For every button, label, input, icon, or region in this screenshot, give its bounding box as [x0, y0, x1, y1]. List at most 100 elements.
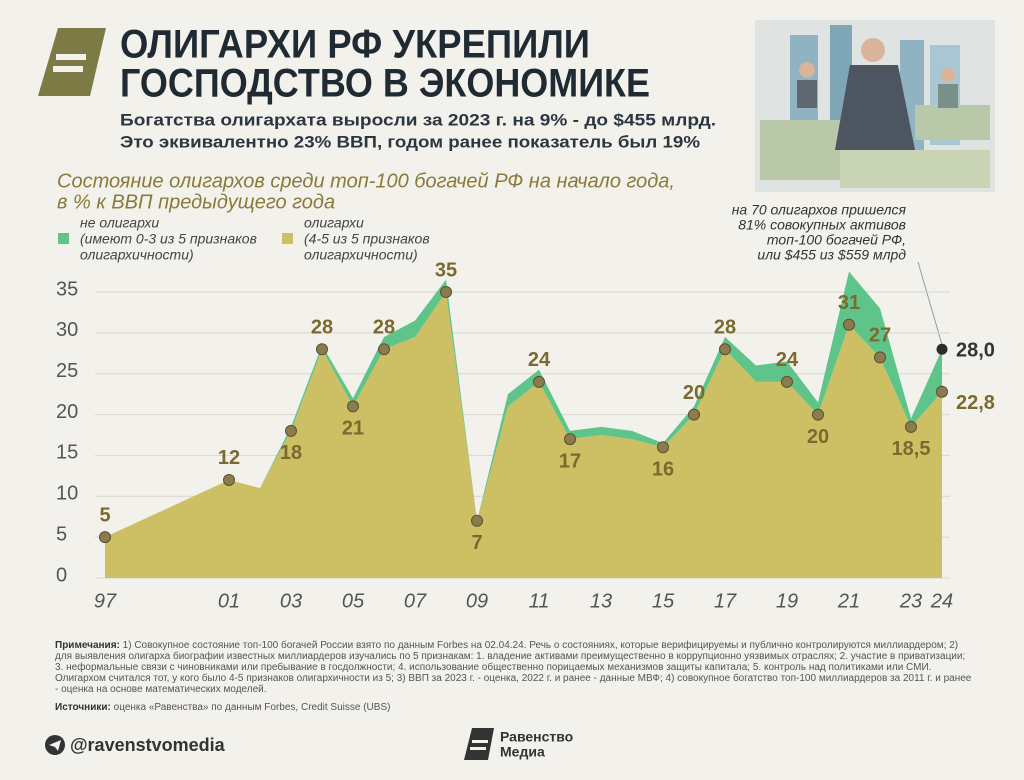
notes-text: 1) Совокупное состояние топ-100 богачей …: [55, 640, 972, 695]
legend-swatch: [282, 233, 293, 244]
brand: Равенство: [500, 729, 573, 745]
value-label: 28: [311, 316, 333, 338]
data-dot: [812, 408, 824, 421]
subtitle: Это эквивалентно 23% ВВП, годом ранее по…: [120, 132, 700, 151]
x-tick-label: 19: [776, 590, 798, 612]
brand: Медиа: [500, 744, 545, 760]
telegram-plane: [49, 740, 61, 751]
data-dot: [843, 318, 855, 331]
logo-bar: [53, 66, 83, 72]
y-tick-label: 0: [56, 564, 67, 586]
brand-logo-bar: [470, 747, 486, 750]
legend-description: олигархичности): [80, 247, 194, 263]
value-label: 18,5: [892, 438, 931, 460]
data-dot: [936, 385, 948, 398]
notes: Примечания: 1) Совокупное состояние топ-…: [55, 640, 975, 695]
data-dot: [781, 375, 793, 388]
x-tick-label: 05: [342, 590, 365, 612]
y-tick-label: 15: [56, 442, 78, 464]
x-tick-label: 24: [930, 590, 953, 612]
value-label: 20: [683, 382, 705, 404]
value-label: 31: [838, 292, 860, 314]
brand-logo-bar: [472, 740, 488, 743]
sources-label: Источники:: [55, 702, 111, 713]
legend-swatch: [58, 233, 69, 244]
legend-label: не олигархи: [80, 215, 159, 231]
data-dot: [285, 424, 297, 437]
data-dot: [99, 531, 111, 544]
brand-logo: [464, 728, 494, 760]
x-tick-label: 15: [652, 590, 675, 612]
y-tick-label: 5: [56, 523, 67, 545]
value-label: 28: [373, 316, 395, 338]
x-tick-label: 13: [590, 590, 612, 612]
x-tick-label: 17: [714, 590, 737, 612]
annotation-leader: [917, 261, 944, 349]
legend-description: (имеют 0-3 из 5 признаков: [80, 231, 257, 247]
chart-title: в % к ВВП предыдущего года: [57, 191, 335, 213]
y-tick-label: 10: [56, 483, 78, 505]
data-dot: [347, 400, 359, 413]
y-tick-label: 35: [56, 278, 78, 300]
data-dot: [657, 441, 669, 454]
x-tick-label: 21: [837, 590, 860, 612]
data-dot: [440, 286, 452, 299]
y-tick-label: 20: [56, 401, 78, 423]
legend-label: олигархи: [304, 215, 364, 231]
value-label: 22,8: [956, 392, 995, 414]
value-label: 18: [280, 442, 302, 464]
area: [105, 271, 942, 538]
x-tick-label: 23: [899, 590, 922, 612]
data-dot: [533, 375, 545, 388]
data-dot: [874, 351, 886, 364]
annotation: 81% совокупных активов: [738, 217, 906, 233]
y-tick-label: 30: [56, 319, 78, 341]
value-label: 16: [652, 459, 674, 481]
value-label: 17: [559, 450, 581, 472]
data-dot: [223, 473, 235, 486]
sources-text: оценка «Равенства» по данным Forbes, Cre…: [113, 702, 391, 713]
chart-title: Состояние олигархов среди топ-100 богаче…: [57, 170, 675, 192]
logo-bar: [56, 54, 86, 60]
notes-label: Примечания:: [55, 640, 120, 651]
data-dot: [688, 408, 700, 421]
value-label: 28: [714, 316, 736, 338]
illustration: [755, 20, 995, 192]
annotation: топ-100 богачей РФ,: [767, 232, 906, 248]
value-label: 21: [342, 418, 364, 440]
value-label: 27: [869, 325, 891, 347]
handle: @ravenstvomedia: [70, 735, 226, 755]
logo: [38, 28, 106, 96]
value-label: 24: [776, 349, 799, 371]
x-tick-label: 11: [529, 590, 550, 612]
total-dot: [936, 343, 948, 355]
x-tick-label: 07: [404, 590, 427, 612]
title: ГОСПОДСТВО В ЭКОНОМИКЕ: [120, 62, 650, 106]
data-dot: [471, 514, 483, 527]
data-dot: [719, 343, 731, 356]
x-tick-label: 09: [466, 590, 488, 612]
value-label: 35: [435, 259, 457, 281]
subtitle: Богатства олигархата выросли за 2023 г. …: [120, 110, 716, 129]
y-tick-label: 25: [56, 360, 78, 382]
value-label: 12: [218, 447, 240, 469]
x-tick-label: 01: [218, 590, 240, 612]
data-dot: [378, 343, 390, 356]
data-dot: [316, 343, 328, 356]
value-label: 7: [471, 532, 482, 554]
annotation: на 70 олигархов пришелся: [732, 202, 907, 218]
area: [105, 292, 942, 578]
legend-description: олигархичности): [304, 247, 418, 263]
annotation: или $455 из $559 млрд: [757, 247, 906, 263]
value-label: 24: [528, 349, 551, 371]
value-label: 20: [807, 426, 829, 448]
legend-description: (4-5 из 5 признаков: [304, 231, 430, 247]
data-dot: [564, 433, 576, 446]
x-tick-label: 97: [94, 590, 117, 612]
title: ОЛИГАРХИ РФ УКРЕПИЛИ: [120, 23, 590, 67]
value-label: 5: [99, 504, 110, 526]
data-dot: [905, 420, 917, 433]
x-tick-label: 03: [280, 590, 302, 612]
